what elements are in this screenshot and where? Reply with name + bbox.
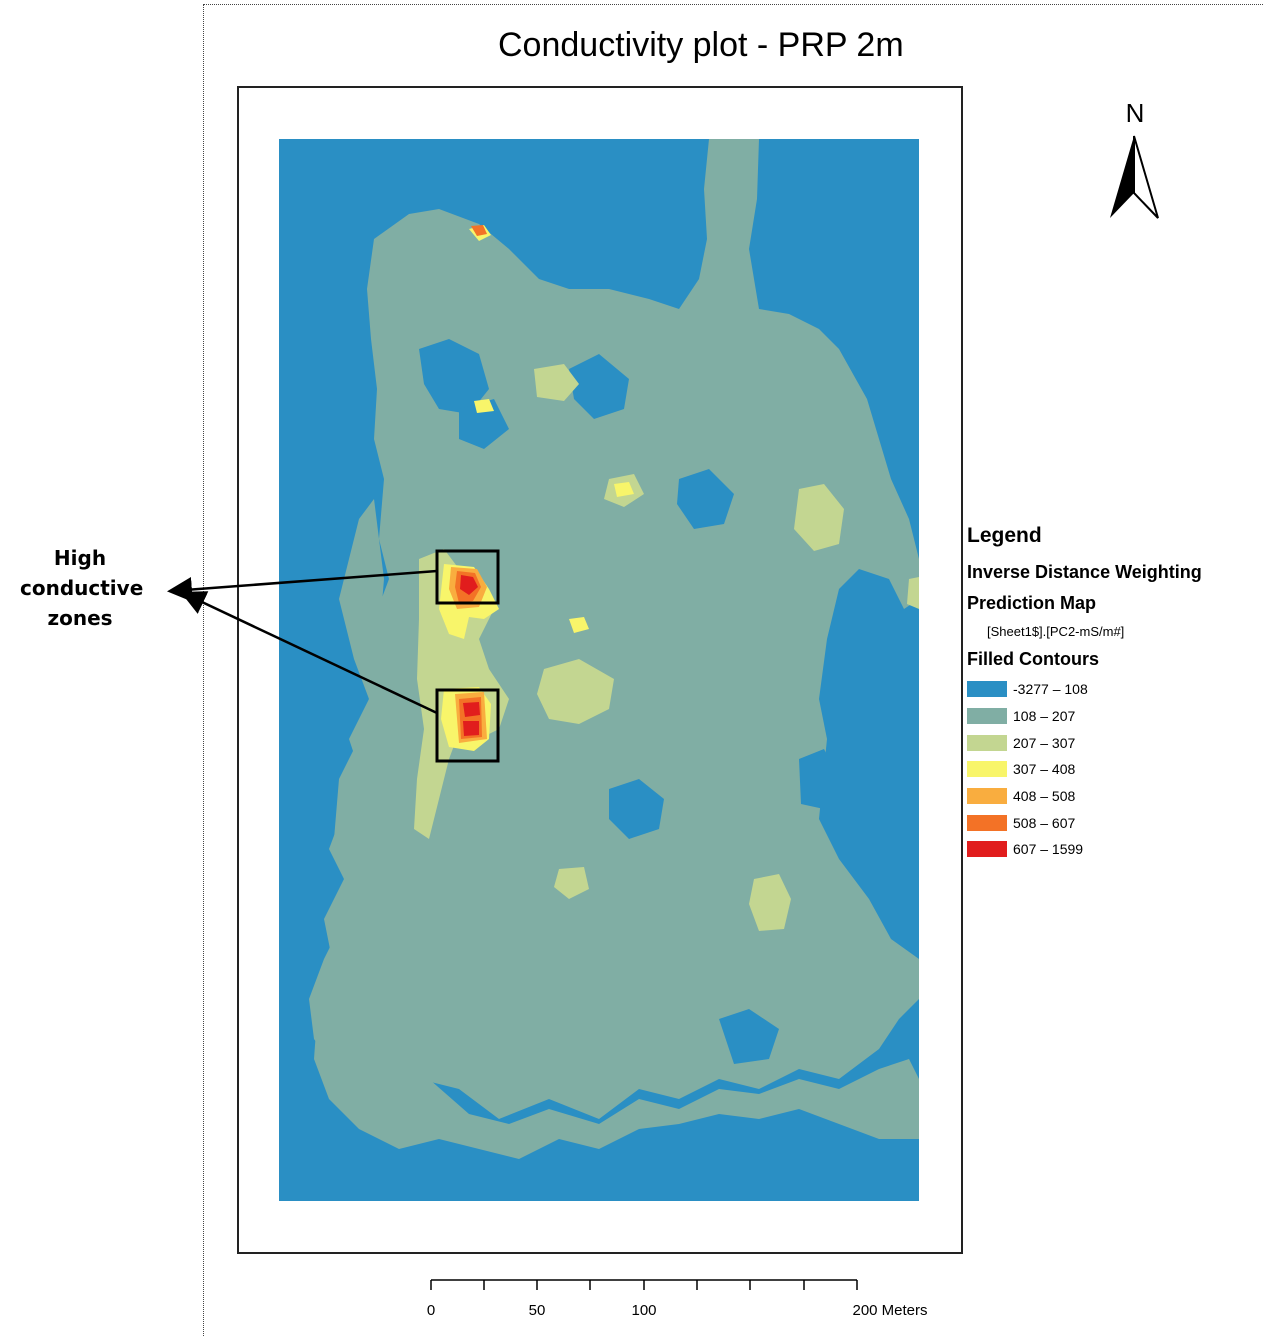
zone-low-hole-5 [799,749,839,809]
zone-508-607-c [471,225,487,236]
map-title: Conductivity plot - PRP 2m [498,26,904,64]
zone-207-307-d [749,874,791,931]
scale-label-100: 100 [631,1302,657,1319]
legend-field: [Sheet1$].[PC2-mS/m#] [987,624,1125,639]
legend: Legend Inverse Distance Weighting Predic… [967,524,1266,863]
zone-307-408-e [614,482,634,497]
legend-swatch [967,761,1007,778]
arrow-lower [180,591,438,715]
legend-class-1: 108 – 207 [967,703,1266,730]
north-arrow-icon [1110,135,1159,219]
legend-class-label: 408 – 508 [1013,788,1076,805]
legend-swatch [967,708,1007,725]
legend-classes: -3277 – 108 108 – 207 207 – 307 307 – 408 40… [967,676,1266,863]
zone-207-307-h [907,577,919,609]
legend-swatch [967,788,1007,805]
zone-low-hole-7 [459,399,509,449]
legend-class-label: 607 – 1599 [1013,841,1084,858]
zone-low-hole-3 [677,469,734,529]
scale-label-0: 0 [426,1302,436,1319]
legend-class-label: 508 – 607 [1013,814,1076,831]
zone-low-hole-4 [609,779,664,839]
zone-607-1599-b [463,702,480,717]
highlight-box-upper [435,549,500,605]
scale-bar [430,1279,858,1290]
zone-207-307-e [534,364,579,401]
legend-layer: Inverse Distance Weighting [967,562,1202,582]
annotation-line: zones [47,606,113,630]
zone-108-207-lower [314,989,919,1159]
legend-class-label: 307 – 408 [1013,761,1076,778]
legend-class-label: 207 – 307 [1013,734,1076,751]
zone-low-hole-2 [569,354,629,419]
zone-307-408-f [474,399,494,413]
zone-607-1599-c [463,721,479,736]
scale-label-50: 50 [528,1302,546,1319]
legend-sublayer: Prediction Map [967,593,1097,613]
legend-swatch [967,734,1007,751]
legend-class-5: 508 – 607 [967,809,1266,836]
conductivity-map [279,139,919,1201]
annotation-line: High [53,546,107,570]
legend-class-0: -3277 – 108 [967,676,1266,703]
legend-swatch [967,681,1007,698]
legend-class-2: 207 – 307 [967,729,1266,756]
legend-class-4: 408 – 508 [967,783,1266,810]
zone-307-408-d [569,617,589,633]
legend-group: Filled Contours [967,649,1099,669]
legend-swatch [967,841,1007,858]
zone-207-307-b [537,659,614,724]
zone-low-hole-1 [419,339,489,414]
zone-low-hole-6 [719,1009,779,1064]
arrow-upper [167,569,438,602]
highlight-box-lower [435,688,500,763]
zone-207-307-g [554,867,589,899]
scale-label-200: 200 Meters [852,1302,928,1319]
legend-title: Legend [967,524,1042,547]
zone-108-207-left [324,499,389,969]
legend-class-3: 307 – 408 [967,756,1266,783]
legend-class-6: 607 – 1599 [967,836,1266,863]
north-label: N [1125,98,1145,128]
legend-class-label: 108 – 207 [1013,708,1076,725]
north-arrow: N [1100,98,1170,228]
annotation-line: conductive [20,576,144,600]
zone-207-307-c [794,484,844,551]
zone-607-1599-a [460,575,478,595]
legend-class-label: -3277 – 108 [1013,681,1088,698]
annotation-label: High conductive zones [20,543,144,633]
legend-swatch [967,814,1007,831]
page-frame [203,4,1263,1336]
